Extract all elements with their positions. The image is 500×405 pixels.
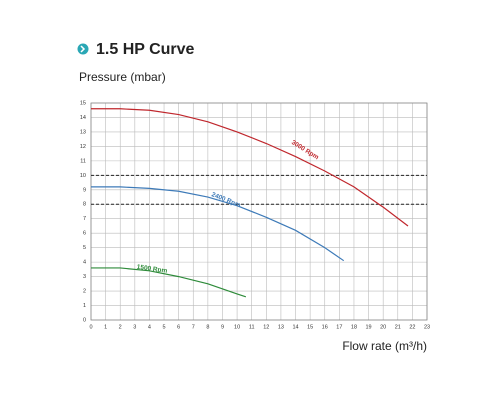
y-tick-label: 7: [83, 216, 86, 222]
y-tick-label: 0: [83, 317, 86, 323]
y-tick-label: 10: [80, 173, 86, 179]
curve: [91, 108, 409, 227]
x-tick-label: 2: [119, 324, 122, 330]
x-tick-label: 22: [409, 324, 415, 330]
curve: [91, 267, 247, 298]
plot-border: [90, 102, 428, 321]
x-tick-label: 4: [148, 324, 151, 330]
y-tick-label: 5: [83, 245, 86, 251]
x-tick-label: 12: [263, 324, 269, 330]
x-tick-label: 19: [366, 324, 372, 330]
x-tick-label: 13: [278, 324, 284, 330]
y-tick-label: 6: [83, 231, 86, 237]
y-tick-label: 9: [83, 187, 86, 193]
y-tick-label: 12: [80, 144, 86, 150]
y-tick-label: 14: [80, 115, 86, 121]
x-axis-label: Flow rate (m³/h): [342, 339, 427, 353]
x-tick-label: 0: [89, 324, 92, 330]
x-tick-label: 5: [163, 324, 166, 330]
x-tick-label: 21: [395, 324, 401, 330]
x-tick-label: 1: [104, 324, 107, 330]
y-tick-label: 4: [83, 260, 86, 266]
x-tick-label: 23: [424, 324, 430, 330]
x-tick-label: 3: [133, 324, 136, 330]
curve-label: 1500 Rpm: [136, 264, 168, 275]
x-tick-label: 11: [249, 324, 255, 330]
x-tick-label: 17: [336, 324, 342, 330]
y-tick-label: 15: [80, 100, 86, 106]
x-tick-label: 20: [380, 324, 386, 330]
x-tick-label: 8: [206, 324, 209, 330]
y-axis-label: Pressure (mbar): [79, 70, 166, 84]
x-tick-label: 9: [221, 324, 224, 330]
x-tick-label: 15: [307, 324, 313, 330]
x-tick-label: 14: [292, 324, 298, 330]
y-tick-label: 3: [83, 274, 86, 280]
y-tick-label: 2: [83, 289, 86, 295]
y-tick-label: 8: [83, 202, 86, 208]
chart-title: 1.5 HP Curve: [96, 41, 195, 58]
title-icon-arrow: [80, 45, 86, 53]
y-tick-label: 11: [80, 158, 86, 164]
y-tick-label: 1: [83, 303, 86, 309]
x-tick-label: 10: [234, 324, 240, 330]
curve-label: 3000 Rpm: [290, 139, 320, 161]
x-tick-label: 18: [351, 324, 357, 330]
y-tick-label: 13: [80, 129, 86, 135]
curve: [91, 186, 345, 262]
x-tick-label: 16: [322, 324, 328, 330]
x-tick-label: 7: [192, 324, 195, 330]
x-tick-label: 6: [177, 324, 180, 330]
